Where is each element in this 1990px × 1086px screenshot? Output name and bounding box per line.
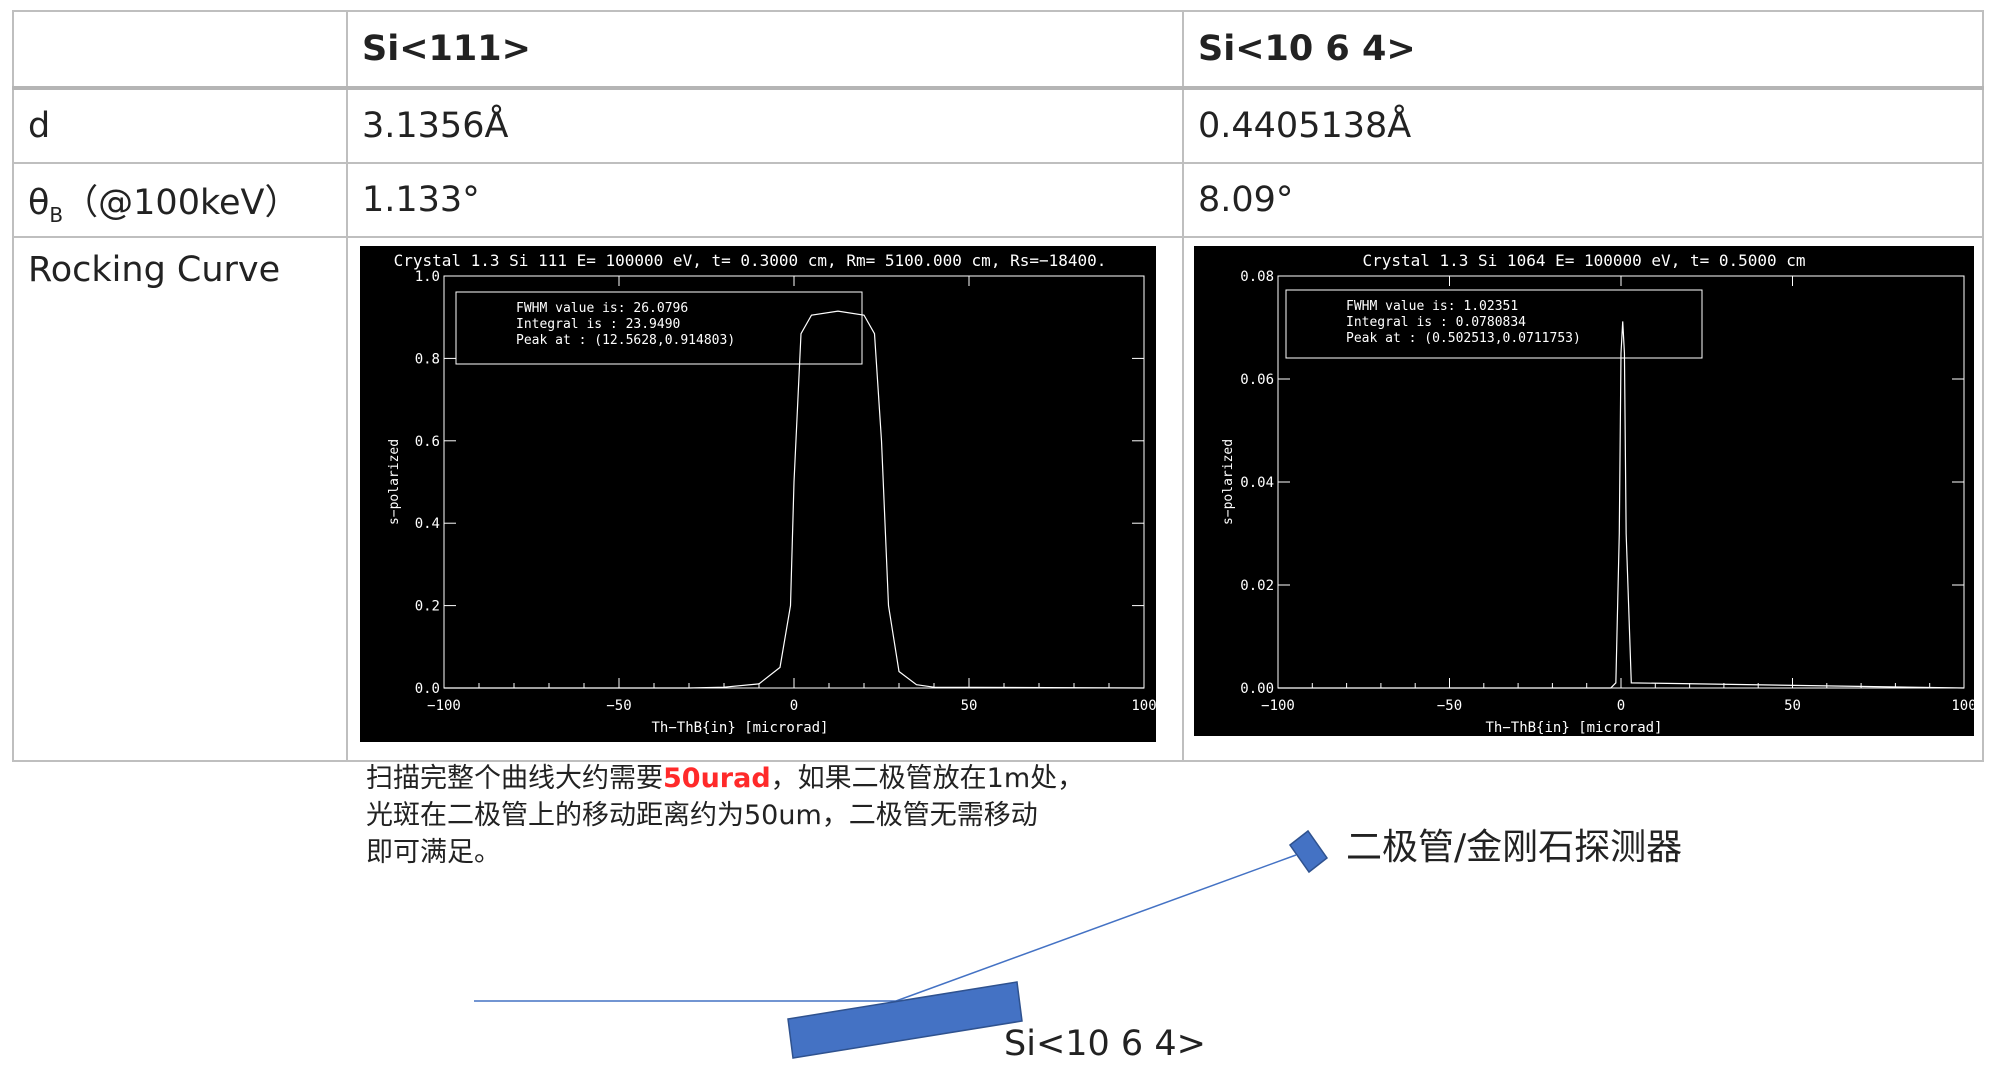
header-si1064: Si<10 6 4> (1182, 10, 1984, 90)
rocking-curve-plot-si1064: Crystal 1.3 Si 1064 E= 100000 eV, t= 0.5… (1194, 246, 1974, 736)
rocking-curve-cell-si1064: Crystal 1.3 Si 1064 E= 100000 eV, t= 0.5… (1182, 236, 1984, 762)
row-label-rocking-curve: Rocking Curve (12, 236, 348, 762)
x-axis-label: Th−ThB{in} [microrad] (651, 720, 828, 736)
table-row-theta: θB（@100keV） 1.133° 8.09° (12, 162, 1984, 238)
legend-line-1: Integral is : 0.0780834 (1346, 315, 1526, 330)
theta-subscript: B (49, 202, 64, 227)
scan-note: 扫描完整个曲线大约需要50urad，如果二极管放在1m处， 光斑在二极管上的移动… (366, 760, 1126, 871)
crystal-label: Si<10 6 4> (1004, 1024, 1206, 1064)
table-row-d: d 3.1356Å 0.4405138Å (12, 87, 1984, 164)
theta-energy: （@100keV） (63, 182, 300, 223)
detector-shape (1288, 829, 1329, 874)
rocking-curve-chart-si1064: Crystal 1.3 Si 1064 E= 100000 eV, t= 0.5… (1221, 251, 1974, 736)
note-highlight: 50urad (663, 763, 771, 794)
series-line-0 (444, 310, 1145, 689)
note-part1: 扫描完整个曲线大约需要 (366, 763, 663, 794)
row-label-theta: θB（@100keV） (12, 162, 348, 238)
chart-title: Crystal 1.3 Si 111 E= 100000 eV, t= 0.30… (394, 251, 1107, 270)
x-axis-label: Th−ThB{in} [microrad] (1485, 720, 1662, 736)
x-tick-label: 50 (961, 698, 978, 714)
note-line2: 光斑在二极管上的移动距离约为50um，二极管无需移动 (366, 800, 1038, 831)
y-tick-label: 0.06 (1240, 372, 1274, 388)
y-tick-label: 0.8 (415, 351, 440, 367)
x-tick-label: 100 (1951, 698, 1974, 714)
rocking-curve-plot-si111: Crystal 1.3 Si 111 E= 100000 eV, t= 0.30… (360, 246, 1156, 742)
legend-line-1: Integral is : 23.9490 (516, 317, 680, 332)
note-part2: ，如果二极管放在1m处， (770, 763, 1085, 794)
y-tick-label: 0.00 (1240, 681, 1274, 697)
y-tick-label: 1.0 (415, 269, 440, 285)
chart-title: Crystal 1.3 Si 1064 E= 100000 eV, t= 0.5… (1362, 251, 1805, 270)
y-tick-label: 0.04 (1240, 475, 1274, 491)
y-tick-label: 0.08 (1240, 269, 1274, 285)
x-tick-label: 100 (1131, 698, 1156, 714)
x-tick-label: −100 (427, 698, 461, 714)
x-tick-label: 0 (1617, 698, 1625, 714)
y-tick-label: 0.0 (415, 681, 440, 697)
d-value-si111: 3.1356Å (346, 87, 1184, 164)
x-tick-label: −50 (1437, 698, 1462, 714)
diffracted-beam (895, 854, 1297, 1002)
x-tick-label: 0 (790, 698, 798, 714)
header-si111: Si<111> (346, 10, 1184, 90)
theta-value-si111: 1.133° (346, 162, 1184, 238)
legend-box (455, 291, 863, 365)
header-empty-cell (12, 10, 348, 90)
theta-value-si1064: 8.09° (1182, 162, 1984, 238)
note-line3: 即可满足。 (366, 837, 501, 868)
y-tick-label: 0.6 (415, 434, 440, 450)
d-value-si1064: 0.4405138Å (1182, 87, 1984, 164)
legend-line-2: Peak at : (0.502513,0.0711753) (1346, 331, 1581, 346)
x-tick-label: 50 (1784, 698, 1801, 714)
y-tick-label: 0.4 (415, 516, 440, 532)
x-tick-label: −100 (1261, 698, 1295, 714)
row-label-d: d (12, 87, 348, 164)
rocking-curve-cell-si111: Crystal 1.3 Si 111 E= 100000 eV, t= 0.30… (346, 236, 1184, 762)
crystal-comparison-table: Si<111> Si<10 6 4> d 3.1356Å 0.4405138Å … (12, 10, 1984, 762)
y-tick-label: 0.02 (1240, 578, 1274, 594)
y-axis-label: s−polarized (387, 439, 402, 525)
legend-line-0: FWHM value is: 26.0796 (516, 301, 688, 316)
rocking-curve-chart-si111: Crystal 1.3 Si 111 E= 100000 eV, t= 0.30… (387, 251, 1156, 736)
table-header-row: Si<111> Si<10 6 4> (12, 10, 1984, 90)
legend-line-0: FWHM value is: 1.02351 (1346, 299, 1518, 314)
y-tick-label: 0.2 (415, 599, 440, 615)
theta-symbol: θ (28, 182, 50, 223)
legend-line-2: Peak at : (12.5628,0.914803) (516, 333, 735, 348)
legend-box (1285, 289, 1703, 359)
x-tick-label: −50 (606, 698, 631, 714)
series-line-0 (1278, 321, 1965, 689)
y-axis-label: s−polarized (1221, 439, 1236, 525)
detector-label: 二极管/金刚石探测器 (1346, 827, 1683, 868)
crystal-shape (787, 981, 1023, 1059)
table-row-rocking-curve: Rocking Curve Crystal 1.3 Si 111 E= 1000… (12, 236, 1984, 762)
